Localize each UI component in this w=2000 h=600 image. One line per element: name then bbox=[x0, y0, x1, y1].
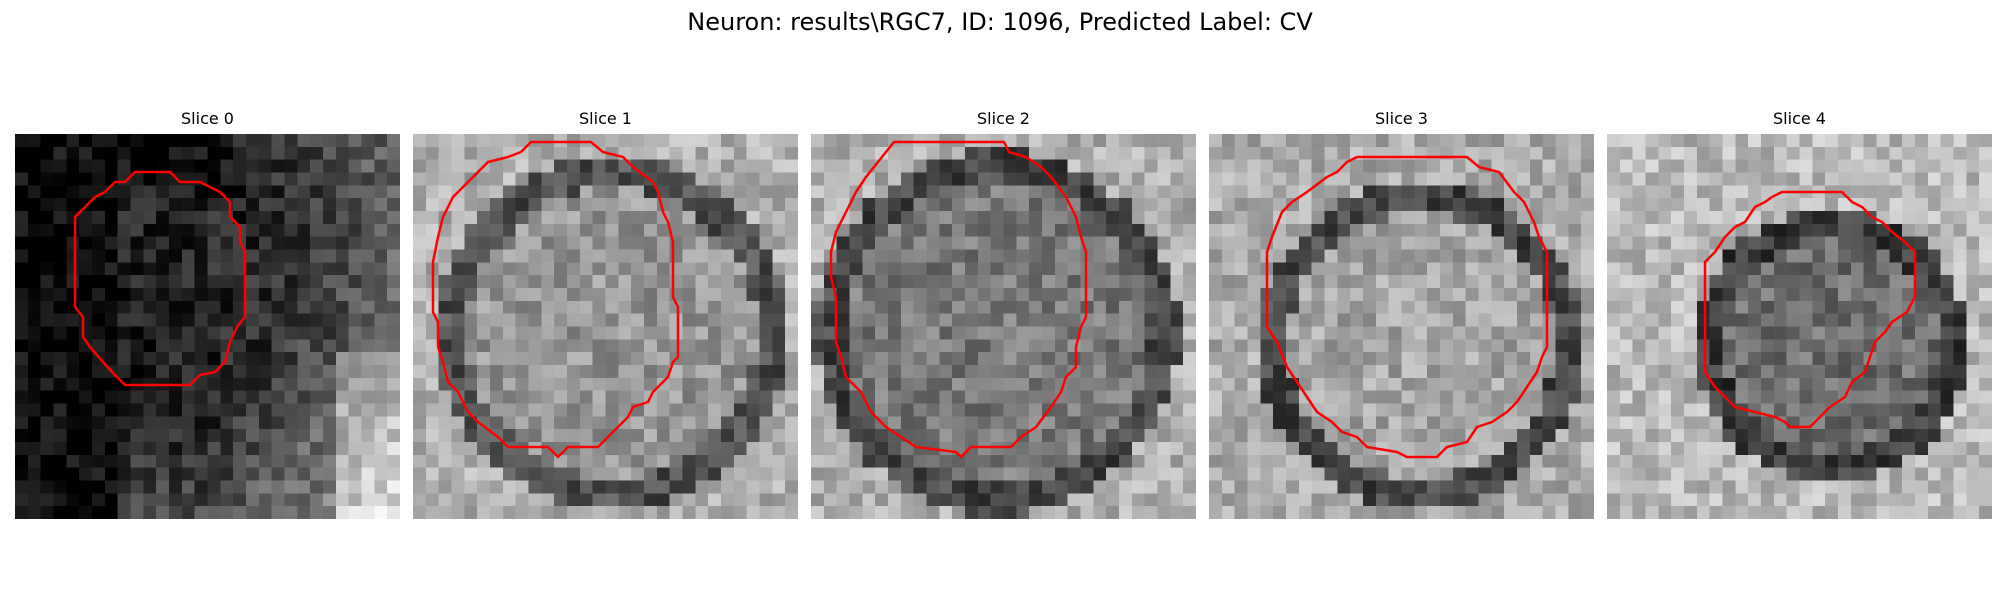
grayscale-patch bbox=[1607, 134, 1992, 519]
contour-overlay bbox=[73, 170, 247, 387]
neuron-contour bbox=[431, 140, 680, 459]
slice-title: Slice 4 bbox=[1773, 109, 1826, 128]
figure-title: Neuron: results\RGC7, ID: 1096, Predicte… bbox=[687, 8, 1313, 36]
slice-image bbox=[811, 134, 1196, 519]
contour-overlay bbox=[431, 140, 680, 459]
slice-image bbox=[413, 134, 798, 519]
contour-overlay bbox=[1703, 190, 1917, 429]
slice-title: Slice 3 bbox=[1375, 109, 1428, 128]
grayscale-patch bbox=[15, 134, 400, 519]
slice-title: Slice 0 bbox=[181, 109, 234, 128]
neuron-contour bbox=[1265, 155, 1549, 459]
grayscale-patch bbox=[811, 134, 1196, 519]
contour-overlay bbox=[1265, 155, 1549, 459]
neuron-contour bbox=[829, 140, 1088, 459]
slice-panel-0: Slice 0 bbox=[15, 108, 400, 519]
slice-panel-1: Slice 1 bbox=[413, 108, 798, 519]
slice-panel-2: Slice 2 bbox=[811, 108, 1196, 519]
slice-image bbox=[15, 134, 400, 519]
slice-panel-3: Slice 3 bbox=[1209, 108, 1594, 519]
neuron-contour bbox=[73, 170, 247, 387]
slice-title: Slice 2 bbox=[977, 109, 1030, 128]
grayscale-patch bbox=[413, 134, 798, 519]
slice-title: Slice 1 bbox=[579, 109, 632, 128]
slice-panel-4: Slice 4 bbox=[1607, 108, 1992, 519]
slice-image bbox=[1209, 134, 1594, 519]
slice-image bbox=[1607, 134, 1992, 519]
neuron-contour bbox=[1703, 190, 1917, 429]
contour-overlay bbox=[829, 140, 1088, 459]
